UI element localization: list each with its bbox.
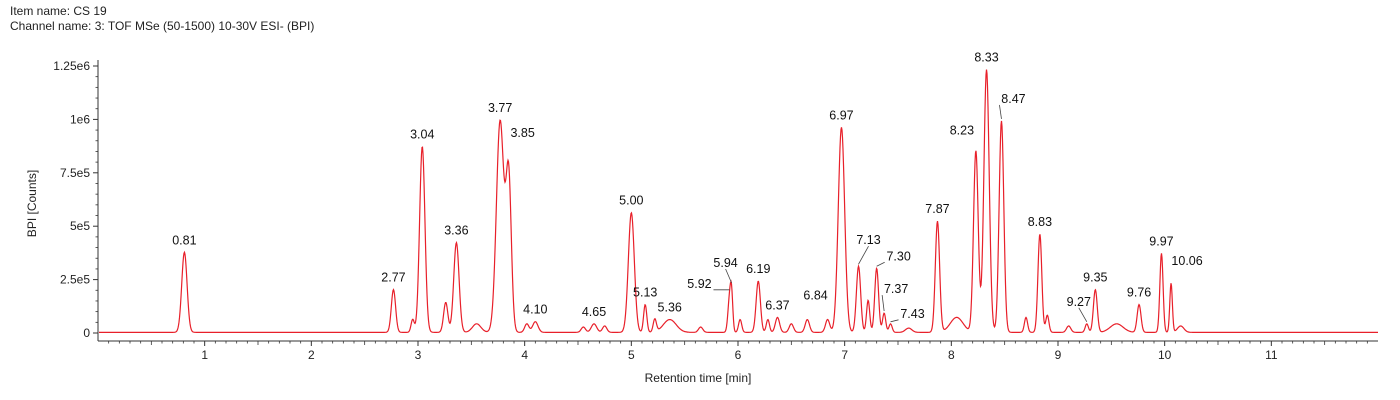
peak-label: 3.77	[488, 101, 512, 115]
y-tick-label: 5e5	[70, 219, 90, 233]
peak-leader-line	[858, 245, 869, 265]
peak-label: 0.81	[172, 233, 196, 247]
peak-leader-line	[890, 319, 899, 323]
x-tick-label: 10	[1158, 348, 1172, 362]
peak-label: 7.13	[856, 233, 880, 247]
x-tick-label: 8	[948, 348, 955, 362]
peak-leader-line	[725, 268, 732, 284]
peak-label: 8.33	[974, 51, 998, 65]
peak-label: 5.13	[633, 286, 657, 300]
peak-label: 7.87	[925, 202, 949, 216]
peak-label: 8.47	[1001, 92, 1025, 106]
peak-leader-line	[876, 261, 885, 267]
peak-label: 6.97	[829, 108, 853, 122]
peak-label: 10.06	[1171, 254, 1202, 268]
peak-label: 9.27	[1067, 295, 1091, 309]
item-name-line: Item name: CS 19	[10, 4, 107, 18]
peak-label: 6.37	[765, 298, 789, 312]
x-tick-label: 2	[308, 348, 315, 362]
chromatogram-trace	[99, 69, 1378, 334]
peak-leader-line	[881, 295, 885, 312]
peak-label: 6.19	[746, 262, 770, 276]
trace-layer	[99, 69, 1378, 334]
x-axis-title: Retention time [min]	[645, 371, 752, 385]
peak-leader-line	[999, 104, 1002, 119]
peak-label: 5.92	[687, 277, 711, 291]
peak-label: 5.36	[658, 301, 682, 315]
x-tick-label: 11	[1265, 348, 1278, 362]
peak-label: 3.85	[510, 126, 534, 140]
peak-label: 4.10	[523, 303, 547, 317]
peak-label: 9.35	[1083, 271, 1107, 285]
channel-name-line: Channel name: 3: TOF MSe (50-1500) 10-30…	[10, 19, 314, 33]
peak-label: 9.76	[1127, 286, 1151, 300]
x-tick-label: 1	[201, 348, 208, 362]
peak-label: 8.23	[950, 124, 974, 138]
peak-label: 8.83	[1028, 215, 1052, 229]
x-tick-label: 4	[521, 348, 528, 362]
peak-label: 5.00	[619, 194, 643, 208]
peak-label: 2.77	[381, 271, 405, 285]
y-tick-label: 2.5e5	[60, 273, 90, 287]
item-name-value: CS 19	[73, 4, 107, 18]
x-tick-label: 7	[841, 348, 848, 362]
chart-axes: 1 2 3 4 5 6 7 8 9 10 11 0 2.5e5 5e5 7.5e5 1e6 1.25e6	[53, 59, 1378, 362]
peak-label: 7.30	[886, 249, 910, 263]
channel-name-value: 3: TOF MSe (50-1500) 10-30V ESI- (BPI)	[94, 19, 315, 33]
peak-label: 6.84	[803, 289, 827, 303]
peak-leader-line	[1078, 307, 1088, 323]
y-tick-label: 7.5e5	[60, 166, 90, 180]
x-tick-label: 9	[1055, 348, 1062, 362]
item-name-prefix: Item name:	[10, 4, 74, 18]
y-tick-label: 1.25e6	[53, 59, 90, 73]
x-tick-label: 6	[735, 348, 742, 362]
peak-label: 7.37	[884, 282, 908, 296]
peak-label: 3.04	[410, 128, 434, 142]
y-tick-label: 1e6	[70, 112, 90, 126]
channel-name-prefix: Channel name:	[10, 19, 95, 33]
peak-label: 4.65	[582, 305, 606, 319]
peak-label: 5.94	[713, 256, 737, 270]
peak-label: 9.97	[1149, 234, 1173, 248]
peak-label: 3.36	[444, 224, 468, 238]
x-tick-label: 3	[415, 348, 422, 362]
peak-label: 7.43	[900, 307, 924, 321]
x-tick-label: 5	[628, 348, 635, 362]
y-tick-label: 0	[83, 326, 90, 340]
y-axis-title: BPI [Counts]	[25, 170, 39, 237]
peak-labels: 0.81 2.77 3.04 3.36 3.77 3.85 4.10 4.65 5.00 5.13…	[172, 51, 1203, 323]
